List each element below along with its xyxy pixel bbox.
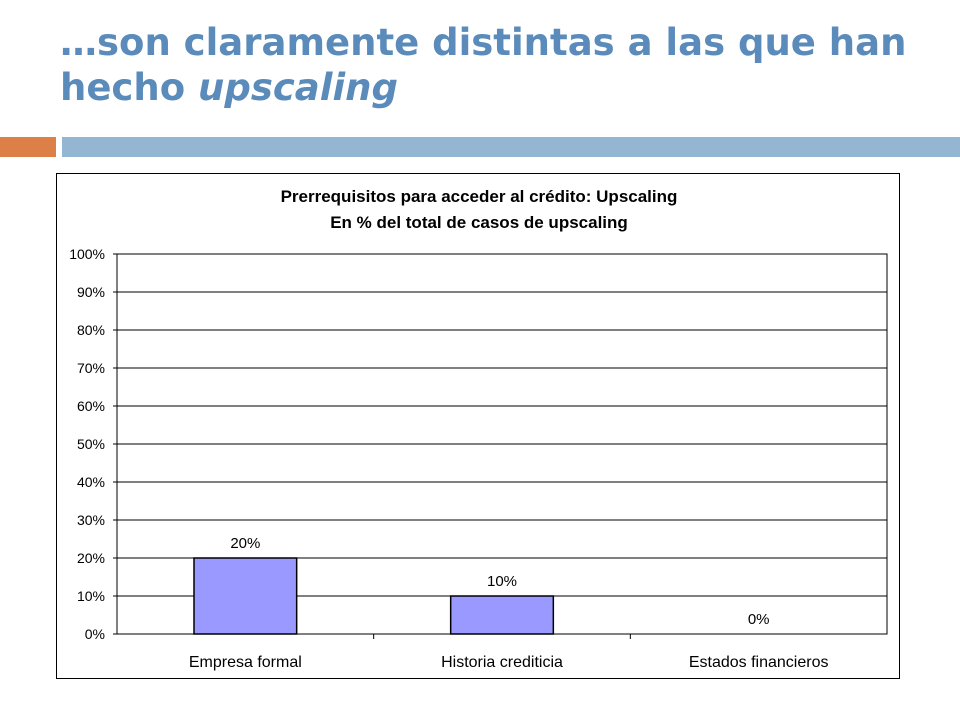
chart-subtitle: En % del total de casos de upscaling — [330, 213, 628, 232]
slide-title-text: …son claramente distintas a las que han … — [60, 21, 907, 109]
bar — [449, 595, 555, 635]
data-label: 20% — [230, 535, 260, 552]
y-tick-label: 50% — [77, 436, 105, 452]
slide-title: …son claramente distintas a las que han … — [60, 20, 920, 110]
y-tick-label: 100% — [69, 246, 105, 262]
chart-title: Prerrequisitos para acceder al crédito: … — [281, 187, 678, 206]
bar — [193, 557, 298, 635]
y-tick-label: 80% — [77, 322, 105, 338]
bar-chart: Prerrequisitos para acceder al crédito: … — [69, 187, 888, 671]
accent-bar-blue — [62, 137, 960, 157]
y-tick-label: 10% — [77, 588, 105, 604]
x-category-label: Estados financieros — [689, 654, 829, 671]
plot-area: 0% 10% 20% 30% 40% 50% 60% 70% 80% 90% 100% 20% Empr… — [69, 246, 888, 671]
y-tick-label: 60% — [77, 398, 105, 414]
x-category-label: Historia crediticia — [441, 654, 563, 671]
y-tick-label: 70% — [77, 360, 105, 376]
slide-title-emphasis: upscaling — [198, 66, 398, 109]
chart-frame: Prerrequisitos para acceder al crédito: … — [56, 173, 900, 679]
y-tick-label: 40% — [77, 474, 105, 490]
accent-bar-orange — [0, 137, 56, 157]
y-tick-label: 0% — [85, 626, 105, 642]
x-category-label: Empresa formal — [189, 654, 302, 671]
y-tick-label: 90% — [77, 284, 105, 300]
y-tick-label: 20% — [77, 550, 105, 566]
data-label: 10% — [487, 573, 517, 590]
y-tick-label: 30% — [77, 512, 105, 528]
data-label: 0% — [748, 611, 770, 628]
